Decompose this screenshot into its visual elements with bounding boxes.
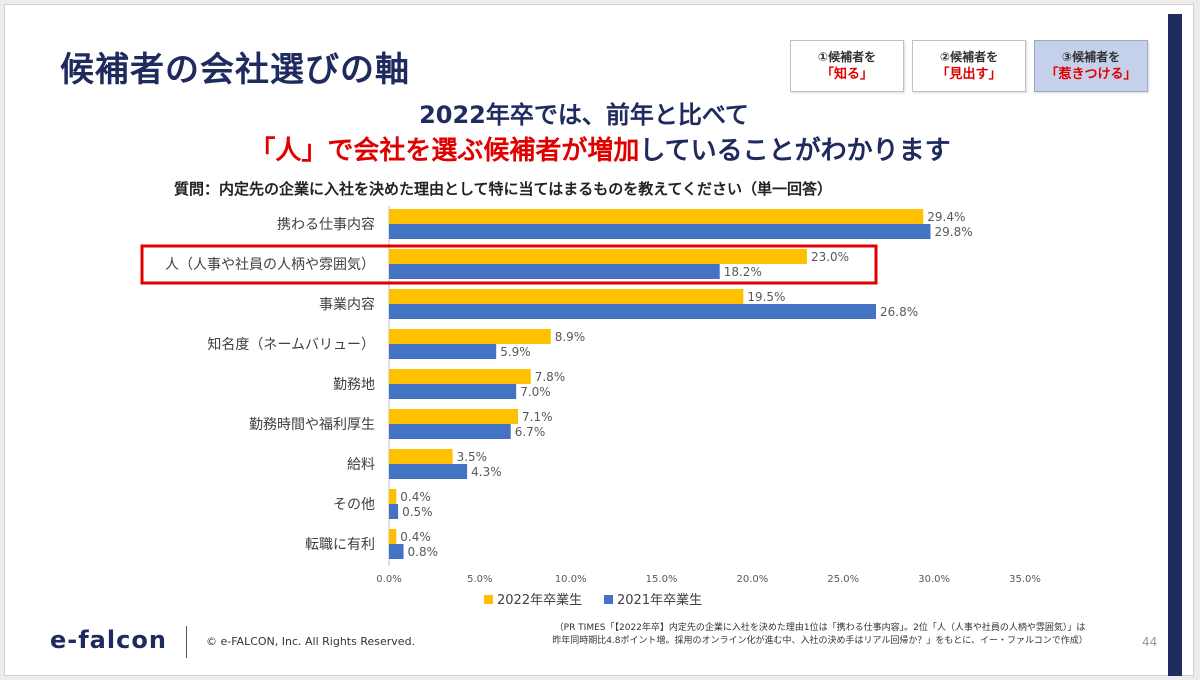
legend-swatch-2021 bbox=[604, 595, 613, 604]
legend-swatch-2022 bbox=[484, 595, 493, 604]
x-tick-label: 15.0% bbox=[646, 574, 678, 585]
headline-line1: 2022年卒では、前年と比べて bbox=[419, 101, 749, 129]
source-note: （PR TIMES「【2022年卒】内定先の企業に入社を決めた理由1位は「携わる… bbox=[500, 622, 1140, 648]
x-tick-label: 0.0% bbox=[376, 574, 401, 585]
brand-logo: e-falcon bbox=[50, 626, 167, 654]
data-label-2022: 19.5% bbox=[747, 290, 785, 304]
data-label-2022: 29.4% bbox=[927, 210, 965, 224]
bar-2021 bbox=[389, 424, 511, 439]
data-label-2021: 4.3% bbox=[471, 465, 502, 479]
bar-2022 bbox=[389, 529, 397, 544]
data-label-2021: 18.2% bbox=[724, 265, 762, 279]
data-label-2021: 5.9% bbox=[500, 345, 531, 359]
bar-2021 bbox=[389, 384, 517, 399]
slide bbox=[4, 4, 1194, 676]
bar-2021 bbox=[389, 224, 931, 239]
stage-box-find: ②候補者を 「見出す」 bbox=[912, 40, 1026, 92]
stage-line2: 「見出す」 bbox=[936, 67, 1002, 82]
data-label-2021: 26.8% bbox=[880, 305, 918, 319]
data-label-2022: 0.4% bbox=[400, 530, 431, 544]
category-label: その他 bbox=[333, 497, 375, 513]
data-label-2021: 0.5% bbox=[402, 505, 433, 519]
stage-line1: ①候補者を bbox=[817, 50, 877, 64]
legend-label-2022: 2022年卒業生 bbox=[497, 592, 582, 608]
category-label: 携わる仕事内容 bbox=[277, 216, 375, 233]
bar-2022 bbox=[389, 209, 924, 224]
data-label-2021: 7.0% bbox=[520, 385, 551, 399]
copyright: © e-FALCON, Inc. All Rights Reserved. bbox=[206, 635, 416, 648]
x-tick-label: 10.0% bbox=[555, 574, 587, 585]
highlight-box bbox=[140, 244, 878, 285]
data-label-2022: 23.0% bbox=[811, 250, 849, 264]
bar-2022 bbox=[389, 449, 453, 464]
source-line: （PR TIMES「【2022年卒】内定先の企業に入社を決めた理由1位は「携わる… bbox=[554, 623, 1086, 633]
data-label-2022: 7.8% bbox=[535, 370, 566, 384]
bar-2021 bbox=[389, 344, 497, 359]
bar-2021 bbox=[389, 504, 399, 519]
category-label: 勤務時間や福利厚生 bbox=[249, 417, 375, 433]
data-label-2022: 0.4% bbox=[400, 490, 431, 504]
legend-label-2021: 2021年卒業生 bbox=[617, 592, 702, 608]
category-label: 給料 bbox=[347, 457, 375, 473]
bar-2021 bbox=[389, 544, 404, 559]
x-tick-label: 30.0% bbox=[918, 574, 950, 585]
bar-2022 bbox=[389, 329, 551, 344]
data-label-2021: 29.8% bbox=[935, 225, 973, 239]
category-label: 勤務地 bbox=[333, 377, 375, 393]
data-label-2022: 7.1% bbox=[522, 410, 553, 424]
data-label-2022: 8.9% bbox=[555, 330, 586, 344]
headline-highlight: 「人」で会社を選ぶ候補者が増加 bbox=[249, 136, 640, 166]
bar-2022 bbox=[389, 369, 531, 384]
x-tick-label: 25.0% bbox=[827, 574, 859, 585]
stage-box-attract: ③候補者を 「惹きつける」 bbox=[1034, 40, 1148, 92]
page-number: 44 bbox=[1142, 635, 1158, 649]
x-tick-label: 35.0% bbox=[1009, 574, 1041, 585]
data-label-2021: 6.7% bbox=[515, 425, 546, 439]
slide-side-bar bbox=[1168, 14, 1182, 676]
bar-2021 bbox=[389, 464, 468, 479]
category-label: 転職に有利 bbox=[305, 537, 375, 553]
footer-divider bbox=[186, 626, 187, 658]
category-label: 事業内容 bbox=[319, 296, 375, 313]
source-line: 昨年同時期比4.8ポイント増。採用のオンライン化が進む中、入社の決め手はリアル回… bbox=[552, 636, 1088, 646]
bar-2022 bbox=[389, 249, 807, 264]
bar-2021 bbox=[389, 304, 876, 319]
bar-2022 bbox=[389, 289, 744, 304]
bar-2022 bbox=[389, 409, 519, 424]
bar-2021 bbox=[389, 264, 720, 279]
slide-title: 候補者の会社選びの軸 bbox=[60, 50, 410, 90]
stage-line2: 「知る」 bbox=[820, 67, 873, 82]
headline-rest: していることがわかります bbox=[639, 136, 951, 166]
x-tick-label: 20.0% bbox=[737, 574, 769, 585]
stage-line2: 「惹きつける」 bbox=[1045, 67, 1137, 82]
bar-2022 bbox=[389, 489, 397, 504]
category-label: 知名度（ネームバリュー） bbox=[207, 336, 375, 353]
stage-line1: ③候補者を bbox=[1061, 50, 1121, 64]
headline-line2: 「人」で会社を選ぶ候補者が増加していることがわかります bbox=[0, 130, 1200, 167]
survey-question: 質問：内定先の企業に入社を決めた理由として特に当てはまるものを教えてください（単… bbox=[174, 180, 833, 198]
data-label-2022: 3.5% bbox=[457, 450, 488, 464]
stage-box-know: ①候補者を 「知る」 bbox=[790, 40, 904, 92]
x-tick-label: 5.0% bbox=[467, 574, 492, 585]
data-label-2021: 0.8% bbox=[408, 545, 439, 559]
category-label: 人（人事や社員の人柄や雰囲気） bbox=[165, 257, 375, 273]
stage-line1: ②候補者を bbox=[939, 50, 999, 64]
